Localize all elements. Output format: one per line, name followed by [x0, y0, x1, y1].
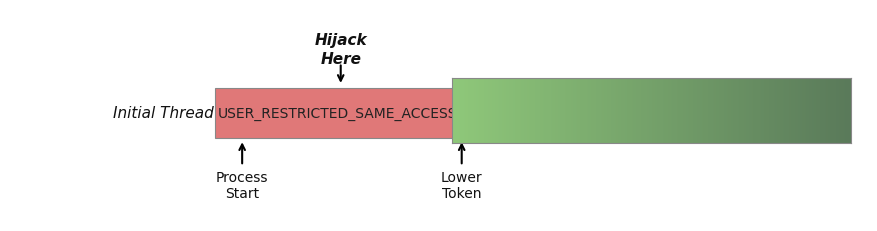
Bar	[215, 88, 460, 138]
Text: Lower
Token: Lower Token	[441, 170, 482, 200]
Text: USER_RESTRICTED_SAME_ACCESS: USER_RESTRICTED_SAME_ACCESS	[217, 106, 457, 120]
Text: Initial Thread: Initial Thread	[113, 106, 214, 121]
Text: Hijack
Here: Hijack Here	[314, 33, 367, 67]
Text: Process
Start: Process Start	[216, 170, 268, 200]
Text: USER_LIMITED: USER_LIMITED	[564, 106, 664, 120]
